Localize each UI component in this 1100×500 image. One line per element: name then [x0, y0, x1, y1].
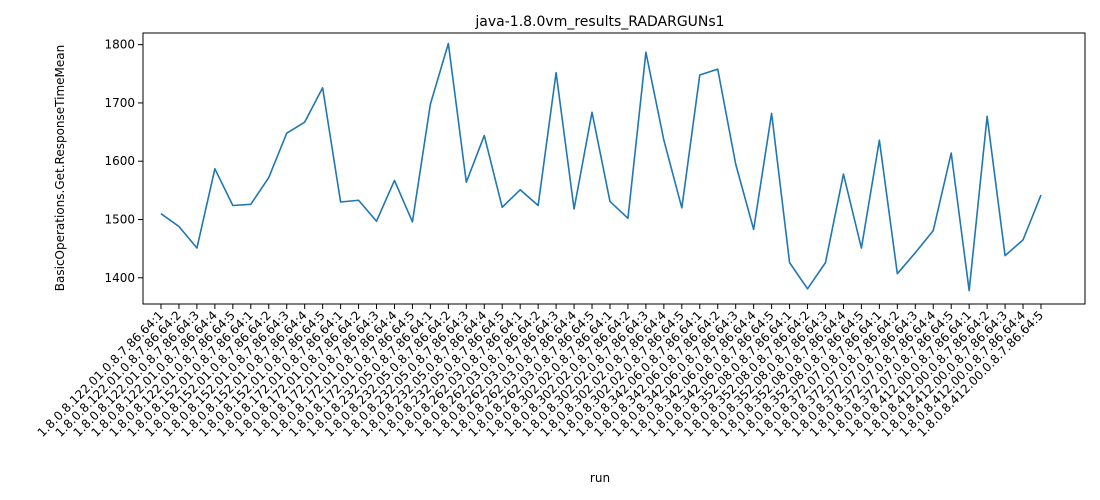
plot-area-frame: [142, 32, 1086, 305]
y-axis: 1400 1500 1600 1700 1800: [104, 38, 143, 285]
y-tick-label: 1500: [104, 212, 135, 226]
y-tick-label: 1600: [104, 154, 135, 168]
series-line: [160, 42, 1042, 292]
chart-title: java-1.8.0vm_results_RADARGUNs1: [474, 14, 724, 30]
x-axis-label: run: [590, 471, 610, 485]
y-tick-label: 1400: [104, 271, 135, 285]
y-tick-label: 1700: [104, 96, 135, 110]
y-axis-label: BasicOperations.Get.ResponseTimeMean: [53, 45, 67, 291]
y-tick-label: 1800: [104, 38, 135, 52]
x-axis: 1.8.0.8.122.01.0.8.7.86.64:11.8.0.8.122.…: [35, 304, 1046, 440]
